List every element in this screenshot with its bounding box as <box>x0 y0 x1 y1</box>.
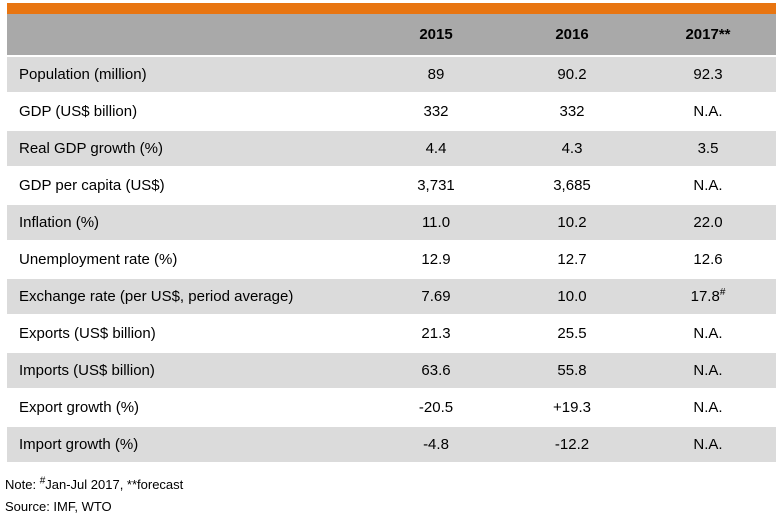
row-label: Exports (US$ billion) <box>7 314 368 352</box>
header-year-2016: 2016 <box>504 14 640 56</box>
cell-2016: 3,685 <box>504 166 640 204</box>
cell-2016: 90.2 <box>504 55 640 93</box>
cell-2016: -12.2 <box>504 425 640 462</box>
row-label: Unemployment rate (%) <box>7 240 368 278</box>
cell-2016: 55.8 <box>504 351 640 389</box>
footnotes: Note: #Jan-Jul 2017, **forecast Source: … <box>5 474 776 518</box>
cell-2017: 17.8# <box>640 277 776 315</box>
table-row: Unemployment rate (%) 12.9 12.7 12.6 <box>7 240 776 278</box>
cell-2017: 22.0 <box>640 203 776 241</box>
cell-2015: 4.4 <box>368 129 504 167</box>
note-line: Note: #Jan-Jul 2017, **forecast <box>5 474 776 496</box>
header-year-2015: 2015 <box>368 14 504 56</box>
cell-2017: 3.5 <box>640 129 776 167</box>
table-row: Exports (US$ billion) 21.3 25.5 N.A. <box>7 314 776 352</box>
row-label: Inflation (%) <box>7 203 368 241</box>
cell-2016: 332 <box>504 92 640 130</box>
cell-2016: 10.2 <box>504 203 640 241</box>
table-row: Exchange rate (per US$, period average) … <box>7 277 776 315</box>
cell-2015: 11.0 <box>368 203 504 241</box>
cell-2016: 10.0 <box>504 277 640 315</box>
table-row: GDP (US$ billion) 332 332 N.A. <box>7 92 776 130</box>
table-row: GDP per capita (US$) 3,731 3,685 N.A. <box>7 166 776 204</box>
cell-2015: -4.8 <box>368 425 504 462</box>
cell-2015: 3,731 <box>368 166 504 204</box>
row-label: Real GDP growth (%) <box>7 129 368 167</box>
row-label: GDP per capita (US$) <box>7 166 368 204</box>
cell-2015: 21.3 <box>368 314 504 352</box>
note-text: Jan-Jul 2017, **forecast <box>45 477 184 492</box>
cell-2015: 63.6 <box>368 351 504 389</box>
cell-2017: N.A. <box>640 425 776 462</box>
cell-2017: 92.3 <box>640 55 776 93</box>
cell-2017: N.A. <box>640 314 776 352</box>
table-row: Real GDP growth (%) 4.4 4.3 3.5 <box>7 129 776 167</box>
accent-top-bar <box>7 3 776 14</box>
header-empty-cell <box>7 14 368 56</box>
cell-2017: N.A. <box>640 166 776 204</box>
cell-2015: 332 <box>368 92 504 130</box>
cell-2017: N.A. <box>640 92 776 130</box>
row-label: Imports (US$ billion) <box>7 351 368 389</box>
row-label: Population (million) <box>7 55 368 93</box>
cell-2015: 12.9 <box>368 240 504 278</box>
cell-2016: +19.3 <box>504 388 640 426</box>
cell-2016: 12.7 <box>504 240 640 278</box>
table-row: Inflation (%) 11.0 10.2 22.0 <box>7 203 776 241</box>
row-label: Export growth (%) <box>7 388 368 426</box>
cell-2017: N.A. <box>640 351 776 389</box>
economic-indicators-table: 2015 2016 2017** Population (million) 89… <box>7 14 776 462</box>
table-row: Population (million) 89 90.2 92.3 <box>7 55 776 93</box>
row-label: Exchange rate (per US$, period average) <box>7 277 368 315</box>
cell-2015: 89 <box>368 55 504 93</box>
cell-2015: -20.5 <box>368 388 504 426</box>
row-label: GDP (US$ billion) <box>7 92 368 130</box>
note-superscript: # <box>39 475 46 487</box>
table-row: Import growth (%) -4.8 -12.2 N.A. <box>7 425 776 462</box>
header-year-2017-forecast: 2017** <box>640 14 776 56</box>
table-row: Imports (US$ billion) 63.6 55.8 N.A. <box>7 351 776 389</box>
cell-2016: 4.3 <box>504 129 640 167</box>
row-label: Import growth (%) <box>7 425 368 462</box>
table-header-row: 2015 2016 2017** <box>7 14 776 56</box>
note-prefix: Note: <box>5 477 40 492</box>
cell-2016: 25.5 <box>504 314 640 352</box>
cell-2015: 7.69 <box>368 277 504 315</box>
source-line: Source: IMF, WTO <box>5 499 112 514</box>
cell-2017: N.A. <box>640 388 776 426</box>
table-row: Export growth (%) -20.5 +19.3 N.A. <box>7 388 776 426</box>
cell-2017: 12.6 <box>640 240 776 278</box>
